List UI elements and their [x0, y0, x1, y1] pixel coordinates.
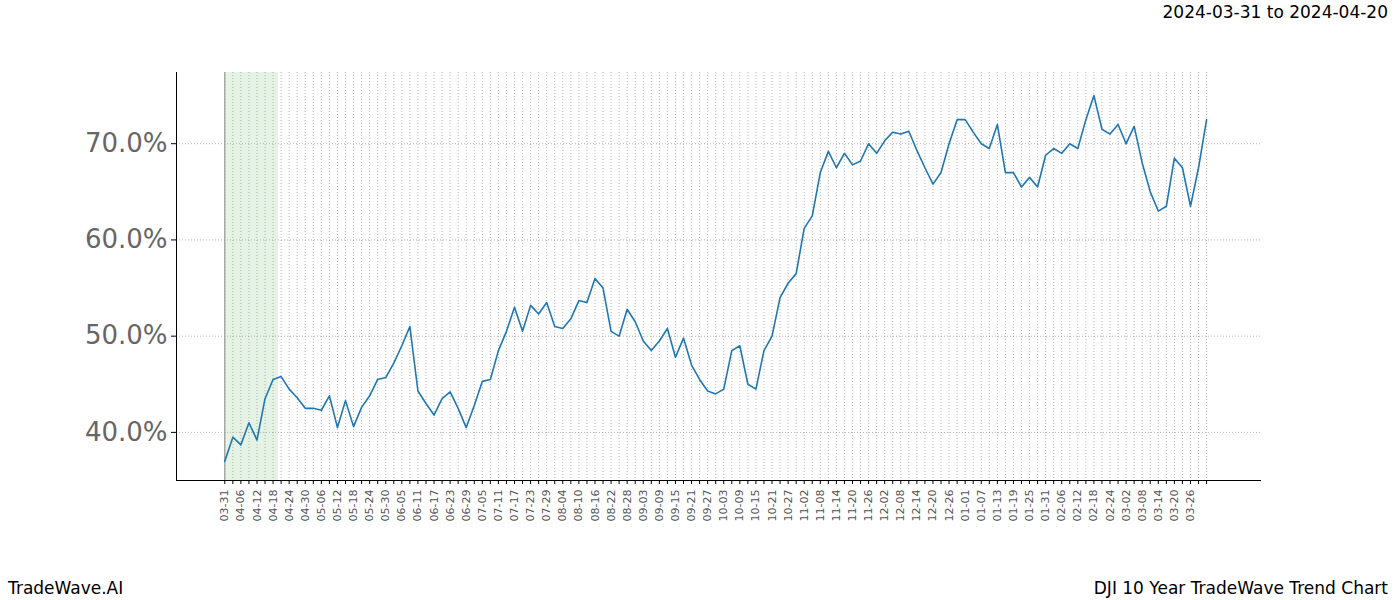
svg-text:50.0%: 50.0% [85, 320, 168, 350]
svg-text:06-17: 06-17 [428, 490, 441, 522]
svg-text:01-25: 01-25 [1023, 490, 1036, 522]
svg-text:10-21: 10-21 [766, 490, 779, 522]
svg-text:03-14: 03-14 [1152, 490, 1165, 522]
svg-text:04-06: 04-06 [234, 490, 247, 522]
svg-text:02-18: 02-18 [1087, 490, 1100, 522]
svg-text:06-05: 06-05 [395, 490, 408, 522]
svg-text:40.0%: 40.0% [85, 417, 168, 447]
svg-text:12-14: 12-14 [910, 490, 923, 522]
svg-text:12-20: 12-20 [926, 490, 939, 522]
svg-text:12-26: 12-26 [943, 490, 956, 522]
svg-text:60.0%: 60.0% [85, 224, 168, 254]
svg-text:01-31: 01-31 [1039, 490, 1052, 522]
svg-text:12-02: 12-02 [878, 490, 891, 522]
svg-text:03-08: 03-08 [1136, 490, 1149, 522]
svg-text:01-13: 01-13 [991, 490, 1004, 522]
svg-text:03-26: 03-26 [1184, 490, 1197, 522]
svg-text:04-30: 04-30 [299, 490, 312, 522]
svg-text:01-07: 01-07 [975, 490, 988, 522]
svg-text:07-17: 07-17 [508, 490, 521, 522]
svg-text:06-23: 06-23 [444, 490, 457, 522]
html-text:TradeWave.AI: TradeWave.AI [8, 578, 124, 598]
svg-text:03-31: 03-31 [218, 490, 231, 522]
svg-text:03-20: 03-20 [1168, 490, 1181, 522]
svg-text:04-24: 04-24 [283, 490, 296, 522]
svg-text:11-20: 11-20 [846, 490, 859, 522]
svg-text:05-24: 05-24 [363, 490, 376, 522]
svg-text:70.0%: 70.0% [85, 128, 168, 158]
svg-text:06-29: 06-29 [460, 490, 473, 522]
svg-text:07-05: 07-05 [476, 490, 489, 522]
svg-text:09-03: 09-03 [637, 490, 650, 522]
svg-text:10-09: 10-09 [733, 490, 746, 522]
svg-text:02-12: 02-12 [1071, 490, 1084, 522]
svg-text:05-18: 05-18 [347, 490, 360, 522]
svg-text:04-18: 04-18 [267, 490, 280, 522]
svg-text:02-06: 02-06 [1055, 490, 1068, 522]
svg-text:05-12: 05-12 [331, 490, 344, 522]
svg-text:01-19: 01-19 [1007, 490, 1020, 522]
svg-text:09-09: 09-09 [653, 490, 666, 522]
svg-text:04-12: 04-12 [250, 490, 263, 522]
svg-text:11-08: 11-08 [814, 490, 827, 522]
svg-text:10-03: 10-03 [717, 490, 730, 522]
svg-text:05-06: 05-06 [315, 490, 328, 522]
svg-text:08-16: 08-16 [588, 490, 601, 522]
svg-text:12-08: 12-08 [894, 490, 907, 522]
svg-text:11-26: 11-26 [862, 490, 875, 522]
svg-text:02-24: 02-24 [1104, 490, 1117, 522]
svg-text:03-02: 03-02 [1120, 490, 1133, 522]
svg-text:08-28: 08-28 [621, 490, 634, 522]
svg-text:09-21: 09-21 [685, 490, 698, 522]
svg-text:07-23: 07-23 [524, 490, 537, 522]
svg-text:07-11: 07-11 [492, 490, 505, 522]
svg-text:08-04: 08-04 [556, 490, 569, 522]
svg-text:08-10: 08-10 [572, 490, 585, 522]
svg-text:11-02: 11-02 [798, 490, 811, 522]
svg-text:10-15: 10-15 [749, 490, 762, 522]
svg-text:05-30: 05-30 [379, 490, 392, 522]
svg-text:08-22: 08-22 [605, 490, 618, 522]
svg-text:09-27: 09-27 [701, 490, 714, 522]
svg-text:07-29: 07-29 [540, 490, 553, 522]
svg-text:09-15: 09-15 [669, 490, 682, 522]
svg-text:06-11: 06-11 [411, 490, 424, 522]
svg-text:01-01: 01-01 [959, 490, 972, 522]
html-text:DJI 10 Year TradeWave Trend Ch: DJI 10 Year TradeWave Trend Chart [1093, 578, 1388, 598]
svg-text:11-14: 11-14 [830, 490, 843, 522]
html-text:2024-03-31 to 2024-04-20: 2024-03-31 to 2024-04-20 [1162, 2, 1388, 22]
svg-text:10-27: 10-27 [782, 490, 795, 522]
